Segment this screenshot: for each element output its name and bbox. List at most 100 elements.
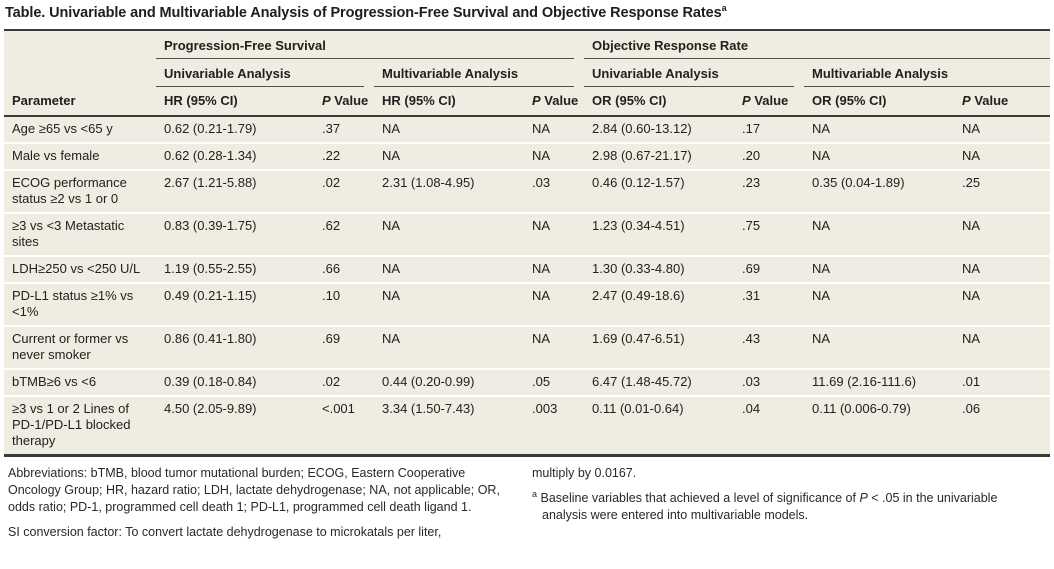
value-cell: NA [954, 117, 1051, 144]
footnote-a-text: < .05 in the univariable analysis were e… [542, 491, 998, 522]
value-cell: 1.19 (0.55-2.55) [156, 257, 314, 284]
footnote-a-marker: a [532, 488, 538, 499]
value-cell: 2.31 (1.08-4.95) [374, 171, 524, 214]
parameter-cell: ≥3 vs 1 or 2 Lines of PD-1/PD-L1 blocked… [4, 397, 156, 457]
table-body: Age ≥65 vs <65 y 0.62 (0.21-1.79) .37 NA NA 2… [4, 117, 1051, 457]
spanner-pfs-univariable: Univariable Analysis [156, 59, 374, 87]
col-header-hr-multivariable: HR (95% CI) [374, 87, 524, 117]
col-header-pvalue: P Value [734, 87, 805, 117]
p-rest: Value [970, 93, 1009, 108]
value-cell: <.001 [314, 397, 374, 457]
table-row: PD-L1 status ≥1% vs <1% 0.49 (0.21-1.15).… [4, 284, 1051, 327]
value-cell: .69 [734, 257, 805, 284]
spanner-orr-label: Objective Response Rate [584, 31, 1051, 59]
value-cell: .06 [954, 397, 1051, 457]
value-cell: NA [374, 117, 524, 144]
col-header-pvalue: P Value [314, 87, 374, 117]
value-cell: .20 [734, 144, 805, 171]
spanner-orr-univariable: Univariable Analysis [584, 59, 805, 87]
parameter-cell: ≥3 vs <3 Metastatic sites [4, 214, 156, 257]
col-header-or-univariable: OR (95% CI) [584, 87, 735, 117]
table-row: Male vs female 0.62 (0.28-1.34) .22 NA NA 2.9… [4, 144, 1051, 171]
parameter-cell: Age ≥65 vs <65 y [4, 117, 156, 144]
spanner-pfs-label: Progression-Free Survival [156, 31, 575, 59]
value-cell: .02 [314, 370, 374, 397]
analysis-table: Progression-Free Survival Objective Resp… [4, 29, 1051, 457]
value-cell: 0.44 (0.20-0.99) [374, 370, 524, 397]
value-cell: NA [524, 144, 585, 171]
footnote-si-conversion: SI conversion factor: To convert lactate… [8, 525, 442, 539]
value-cell: NA [804, 257, 955, 284]
value-cell: NA [804, 284, 955, 327]
value-cell: NA [954, 327, 1051, 370]
spanner-pfs: Progression-Free Survival [156, 31, 585, 59]
value-cell: .62 [314, 214, 374, 257]
footnote-a-p-italic: P [859, 491, 868, 505]
value-cell: 0.46 (0.12-1.57) [584, 171, 735, 214]
parameter-cell: ECOG performance status ≥2 vs 1 or 0 [4, 171, 156, 214]
spanner-univariable-label: Univariable Analysis [156, 59, 364, 87]
p-rest: Value [330, 93, 369, 108]
spanner-univariable-label: Univariable Analysis [584, 59, 795, 87]
table-row: Current or former vs never smoker 0.86 (0… [4, 327, 1051, 370]
footnote-a: a Baseline variables that achieved a lev… [532, 488, 1028, 524]
value-cell: 0.11 (0.01-0.64) [584, 397, 735, 457]
col-header-pvalue: P Value [524, 87, 585, 117]
footnote-abbreviations: Abbreviations: bTMB, blood tumor mutatio… [8, 466, 500, 514]
p-italic: P [962, 93, 971, 108]
col-header-hr-univariable: HR (95% CI) [156, 87, 314, 117]
value-cell: .01 [954, 370, 1051, 397]
table-title-text: Table. Univariable and Multivariable Ana… [5, 5, 722, 21]
value-cell: NA [954, 257, 1051, 284]
footnote-left-column: Abbreviations: bTMB, blood tumor mutatio… [8, 465, 504, 549]
analysis-spanner-row: Univariable Analysis Multivariable Analy… [4, 59, 1051, 87]
value-cell: 4.50 (2.05-9.89) [156, 397, 314, 457]
value-cell: 0.62 (0.21-1.79) [156, 117, 314, 144]
value-cell: NA [524, 257, 585, 284]
value-cell: 2.84 (0.60-13.12) [584, 117, 735, 144]
value-cell: 0.11 (0.006-0.79) [804, 397, 955, 457]
footnote-a-text: Baseline variables that achieved a level… [540, 491, 860, 505]
value-cell: .003 [524, 397, 585, 457]
value-cell: .05 [524, 370, 585, 397]
table-row: LDH≥250 vs <250 U/L 1.19 (0.55-2.55) .66 NA… [4, 257, 1051, 284]
value-cell: 1.23 (0.34-4.51) [584, 214, 735, 257]
value-cell: 1.30 (0.33-4.80) [584, 257, 735, 284]
p-rest: Value [540, 93, 579, 108]
footnotes: Abbreviations: bTMB, blood tumor mutatio… [4, 457, 1050, 549]
value-cell: 2.47 (0.49-18.6) [584, 284, 735, 327]
value-cell: .43 [734, 327, 805, 370]
value-cell: NA [954, 284, 1051, 327]
spanner-empty-cell [4, 59, 156, 87]
value-cell: .37 [314, 117, 374, 144]
outcome-spanner-row: Progression-Free Survival Objective Resp… [4, 31, 1051, 59]
table-title: Table. Univariable and Multivariable Ana… [4, 3, 1050, 29]
col-header-or-multivariable: OR (95% CI) [804, 87, 955, 117]
value-cell: NA [804, 214, 955, 257]
value-cell: .69 [314, 327, 374, 370]
value-cell: NA [954, 144, 1051, 171]
spanner-multivariable-label: Multivariable Analysis [804, 59, 1051, 87]
spanner-orr: Objective Response Rate [584, 31, 1051, 59]
value-cell: .23 [734, 171, 805, 214]
parameter-cell: LDH≥250 vs <250 U/L [4, 257, 156, 284]
table-row: ECOG performance status ≥2 vs 1 or 0 2.67… [4, 171, 1051, 214]
value-cell: NA [374, 144, 524, 171]
value-cell: 0.35 (0.04-1.89) [804, 171, 955, 214]
value-cell: .75 [734, 214, 805, 257]
spanner-pfs-multivariable: Multivariable Analysis [374, 59, 585, 87]
value-cell: .31 [734, 284, 805, 327]
value-cell: .04 [734, 397, 805, 457]
parameter-cell: Male vs female [4, 144, 156, 171]
value-cell: NA [374, 327, 524, 370]
table-row: bTMB≥6 vs <6 0.39 (0.18-0.84) .02 0.44 (0.2… [4, 370, 1051, 397]
spanner-multivariable-label: Multivariable Analysis [374, 59, 575, 87]
value-cell: NA [374, 214, 524, 257]
value-cell: NA [524, 214, 585, 257]
footnote-si-conversion-continued: multiply by 0.0167. [532, 466, 637, 480]
value-cell: .03 [734, 370, 805, 397]
value-cell: 3.34 (1.50-7.43) [374, 397, 524, 457]
spanner-orr-multivariable: Multivariable Analysis [804, 59, 1051, 87]
value-cell: NA [954, 214, 1051, 257]
